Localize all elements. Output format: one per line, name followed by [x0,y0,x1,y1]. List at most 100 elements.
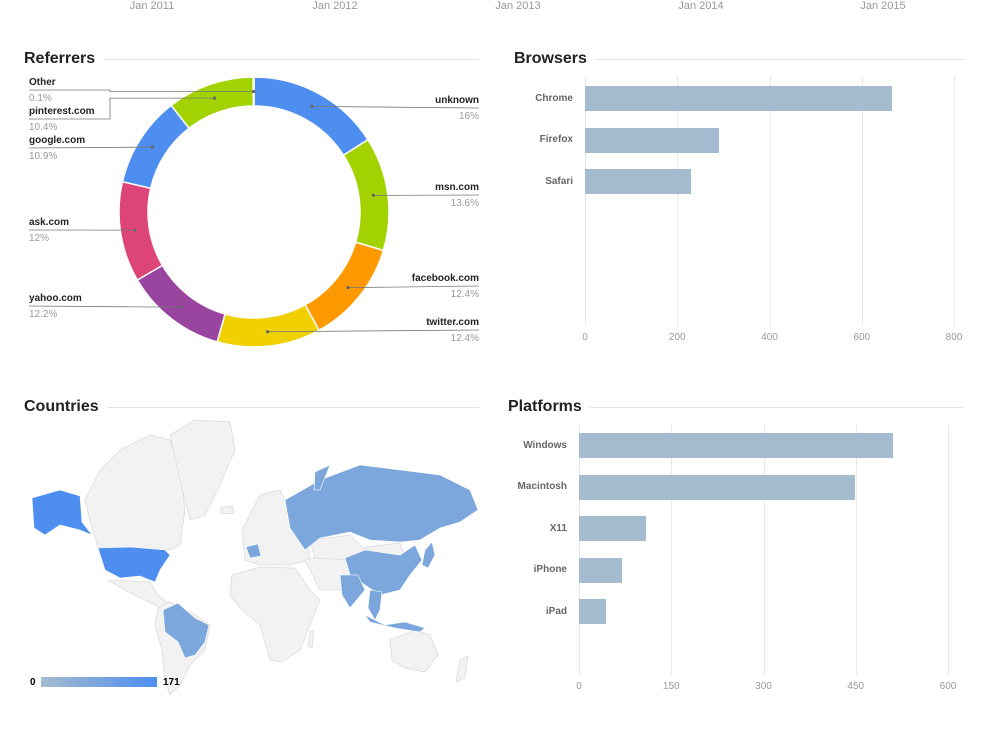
timeline-tick: Jan 2013 [495,0,541,12]
slice-percent: 0.1% [29,93,52,104]
donut-slice-google-com[interactable] [121,104,191,190]
leader-dot [213,96,217,100]
donut-slice-twitter-com[interactable] [216,303,321,348]
slice-percent: 10.9% [29,151,58,162]
timeline-tick: Jan 2012 [312,0,358,12]
category-label: Safari [545,175,573,187]
donut-slice-ask-com[interactable] [118,180,164,282]
slice-percent: 12.4% [450,333,479,344]
section-divider [24,59,479,60]
x-tick-label: 600 [853,332,871,343]
gridline [579,425,580,675]
leader-dot [133,228,137,232]
category-label: Macintosh [517,481,567,492]
x-tick-label: 200 [668,332,686,343]
bar-windows[interactable] [579,433,894,458]
bar-chrome[interactable] [585,86,893,111]
map-new-zealand [455,655,469,683]
slice-percent: 12.2% [29,309,58,320]
timeline-tick: Jan 2015 [860,0,906,12]
gridline [769,76,771,326]
donut-slice-yahoo-com[interactable] [136,264,226,343]
bar-x11[interactable] [579,516,647,541]
x-tick-label: 400 [761,332,778,343]
x-tick-label: 0 [582,332,588,343]
map-southeast-asia [367,589,383,621]
map-alaska [31,489,93,536]
bar-safari[interactable] [585,169,692,194]
leader-dot [178,305,182,309]
bar-ipad[interactable] [579,599,607,624]
map-novaya-zemlya [313,464,331,491]
map-france [245,543,262,559]
map-africa [229,566,321,663]
slice-percent: 12.4% [450,289,479,300]
gridline [948,425,949,675]
bar-firefox[interactable] [585,127,720,153]
map-japan [421,541,436,569]
countries-title: Countries [24,398,107,416]
leader-dot [346,286,350,290]
category-label: Firefox [539,134,573,145]
leader-line [28,305,181,308]
gridline [677,76,679,326]
browsers-title: Browsers [514,50,595,68]
leader-dot [265,330,270,334]
category-label: X11 [549,522,567,534]
world-map[interactable] [20,410,490,700]
timeline-tick: Jan 2011 [129,0,175,12]
slice-percent: 12% [29,233,50,244]
donut-slice-facebook-com[interactable] [304,241,385,332]
gridline [671,425,673,675]
gridline [861,76,863,326]
leader-line [29,97,215,120]
leader-dot [310,104,314,109]
slice-percent: 16% [458,111,479,122]
slice-label: facebook.com [411,273,479,284]
category-label: iPhone [533,564,567,575]
map-australia [389,629,439,673]
leader-dot [371,193,375,197]
map-usa [97,546,171,583]
map-brazil [162,602,210,659]
x-tick-label: 150 [662,681,680,692]
map-iceland [219,505,235,515]
leader-line [267,329,480,333]
slice-label: unknown [435,95,479,106]
slice-label: yahoo.com [29,293,82,304]
leader-line [28,146,153,149]
slice-label: ask.com [29,217,70,228]
x-tick-label: 450 [847,681,865,692]
slice-label: msn.com [435,182,479,193]
map-canada [84,434,186,551]
x-tick-label: 300 [755,681,772,692]
x-tick-label: 600 [939,681,957,692]
donut-slice-pinterest-com[interactable] [170,76,255,130]
referrers-title: Referrers [24,50,104,68]
slice-label: twitter.com [426,317,479,328]
map-indonesia [364,614,426,633]
map-russia [284,464,479,551]
x-tick-label: 0 [576,681,582,692]
x-tick-label: 800 [945,332,963,343]
slice-percent: 10.4% [29,122,58,133]
slice-label: Other [29,77,56,88]
gridline [954,76,955,326]
donut-slice-unknown[interactable] [253,76,370,157]
leader-line [312,106,480,109]
gridline [855,425,857,675]
map-mexico-central-america [107,579,171,611]
timeline-tick: Jan 2014 [678,0,724,12]
bar-macintosh[interactable] [579,474,856,500]
legend-gradient-bar [41,677,157,687]
leader-line [29,89,254,92]
map-india [339,574,366,609]
leader-line [347,285,480,289]
gridline [585,76,586,326]
bar-iphone[interactable] [579,557,623,583]
legend-max: 171 [163,677,180,688]
referrers-donut-chart [28,76,480,348]
category-label: Chrome [535,92,573,104]
platforms-title: Platforms [508,398,590,416]
slice-label: pinterest.com [29,106,95,117]
